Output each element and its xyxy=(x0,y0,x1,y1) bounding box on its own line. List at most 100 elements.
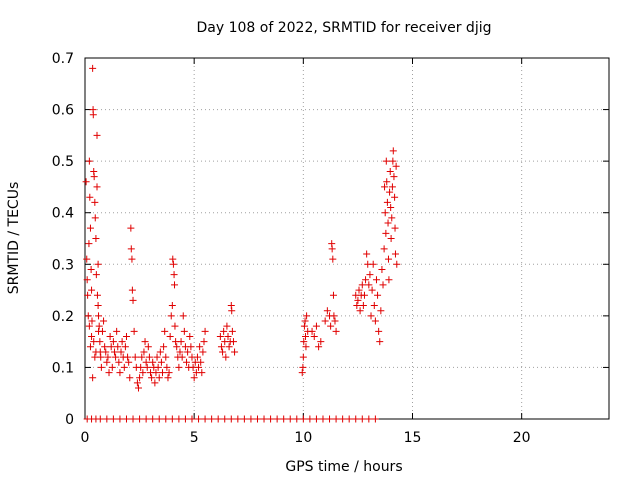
y-tick-label: 0.5 xyxy=(52,154,74,170)
data-point xyxy=(143,363,151,371)
data-point xyxy=(229,338,237,346)
data-point xyxy=(328,245,336,253)
x-tick-label: 20 xyxy=(513,430,531,446)
data-point xyxy=(391,224,399,232)
y-tick-label: 0.4 xyxy=(52,206,74,222)
data-point xyxy=(178,353,186,361)
x-tick-label: 5 xyxy=(190,430,199,446)
data-point xyxy=(106,332,114,340)
data-point xyxy=(88,286,96,294)
data-point xyxy=(104,353,112,361)
data-point xyxy=(327,322,335,330)
data-point xyxy=(225,343,233,351)
data-point xyxy=(120,363,128,371)
data-point xyxy=(379,281,387,289)
data-point xyxy=(171,322,179,330)
data-point xyxy=(90,173,98,181)
data-point xyxy=(85,322,93,330)
data-point xyxy=(253,415,261,423)
data-point xyxy=(332,415,340,423)
data-point xyxy=(95,312,103,320)
data-point xyxy=(306,415,314,423)
data-points xyxy=(82,64,401,423)
data-point xyxy=(117,348,125,356)
data-point xyxy=(149,415,157,423)
data-point xyxy=(89,374,97,382)
data-point xyxy=(214,415,222,423)
data-point xyxy=(323,307,331,315)
data-point xyxy=(93,131,101,139)
data-point xyxy=(137,363,145,371)
data-point xyxy=(141,338,149,346)
data-point xyxy=(114,343,122,351)
data-point xyxy=(372,276,380,284)
data-point xyxy=(375,327,383,335)
data-point xyxy=(128,255,136,263)
data-point xyxy=(301,317,309,325)
data-point xyxy=(125,358,133,366)
data-point xyxy=(142,415,150,423)
data-point xyxy=(228,327,236,335)
data-point xyxy=(108,363,116,371)
data-point xyxy=(87,265,95,273)
data-point xyxy=(293,415,301,423)
data-point xyxy=(317,338,325,346)
data-point xyxy=(118,338,126,346)
data-point xyxy=(126,374,134,382)
data-point xyxy=(134,384,142,392)
data-point xyxy=(240,415,248,423)
data-point xyxy=(164,374,172,382)
data-point xyxy=(177,338,185,346)
data-point xyxy=(155,374,163,382)
data-point xyxy=(369,260,377,268)
data-point xyxy=(100,317,108,325)
data-point xyxy=(156,348,164,356)
data-point xyxy=(384,219,392,227)
data-point xyxy=(85,240,93,248)
data-point xyxy=(227,415,235,423)
data-point xyxy=(173,343,181,351)
data-point xyxy=(388,214,396,222)
data-point xyxy=(129,415,137,423)
data-point xyxy=(216,332,224,340)
y-tick-label: 0 xyxy=(65,412,74,428)
data-point xyxy=(112,353,120,361)
data-point xyxy=(86,343,94,351)
data-point xyxy=(222,353,230,361)
data-point xyxy=(122,332,130,340)
data-point xyxy=(83,255,91,263)
x-tick-labels: 0 5 10 15 20 xyxy=(81,430,531,446)
data-point xyxy=(92,235,100,242)
data-point xyxy=(180,327,188,335)
data-point xyxy=(198,369,206,377)
data-point xyxy=(193,353,201,361)
data-point xyxy=(91,353,99,361)
data-point xyxy=(195,363,203,371)
data-point xyxy=(356,307,364,315)
data-point xyxy=(107,343,115,351)
data-point xyxy=(139,369,147,377)
data-point xyxy=(127,224,135,232)
data-point xyxy=(221,415,229,423)
data-point xyxy=(332,327,340,335)
data-point xyxy=(151,379,159,387)
data-point xyxy=(195,415,203,423)
data-point xyxy=(161,327,169,335)
data-point xyxy=(115,358,123,366)
data-point xyxy=(370,302,378,310)
data-point xyxy=(199,348,207,356)
data-point xyxy=(176,348,184,356)
data-point xyxy=(96,338,104,346)
y-axis-label: SRMTID / TECUs xyxy=(6,182,22,295)
data-point xyxy=(184,348,192,356)
data-point xyxy=(102,348,110,356)
data-point xyxy=(201,327,209,335)
data-point xyxy=(163,363,171,371)
chart-title: Day 108 of 2022, SRMTID for receiver dji… xyxy=(197,20,492,36)
data-point xyxy=(133,379,141,387)
data-point xyxy=(280,415,288,423)
data-point xyxy=(365,281,373,289)
data-point xyxy=(96,415,104,423)
data-point xyxy=(175,363,183,371)
data-point xyxy=(86,224,94,232)
